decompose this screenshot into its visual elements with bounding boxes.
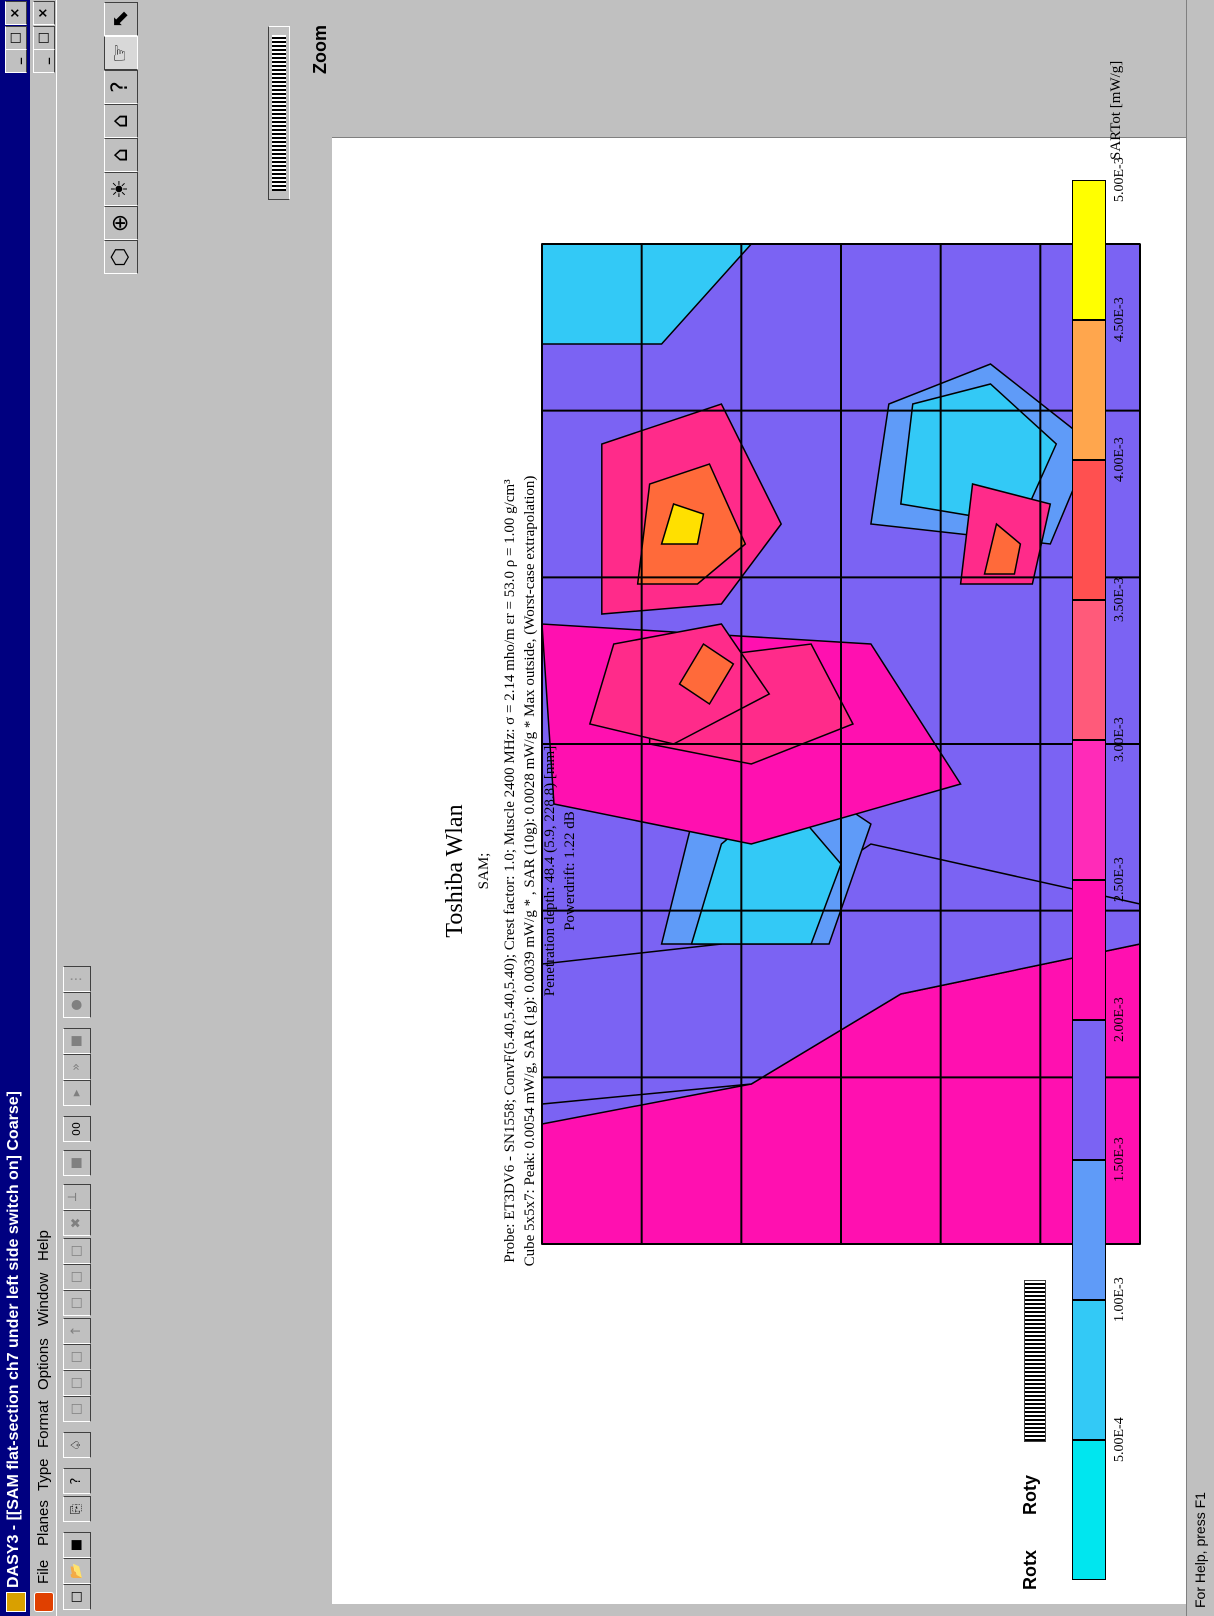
- menu-options[interactable]: Options: [35, 1338, 52, 1390]
- roty-label: Roty: [1020, 1475, 1040, 1515]
- cube-icon[interactable]: ⬡: [104, 240, 138, 274]
- app-icon[interactable]: [6, 1592, 26, 1612]
- crosshair-icon[interactable]: ⊕: [104, 206, 138, 240]
- query-icon[interactable]: ♤: [63, 1432, 91, 1458]
- play-icon[interactable]: ▸: [63, 1080, 91, 1106]
- save-icon[interactable]: ■: [63, 1532, 91, 1558]
- zoom-slider-thumb[interactable]: [272, 35, 286, 191]
- record-icon[interactable]: ●: [63, 992, 91, 1018]
- legend-swatch: [1072, 1020, 1106, 1160]
- legend-unit-label: SARTot [mW/g]: [1108, 60, 1124, 160]
- layer-four-icon[interactable]: □: [63, 1290, 91, 1316]
- menu-file[interactable]: File: [35, 1559, 52, 1584]
- plot-title: Toshiba Wlan: [442, 804, 468, 938]
- fast-forward-icon[interactable]: »: [63, 1054, 91, 1080]
- roty-slider[interactable]: [1024, 1280, 1046, 1442]
- contour-region-top-yellow: [660, 503, 705, 545]
- plot-canvas: Toshiba Wlan SAM; Probe: ET3DV6 - SN1558…: [332, 138, 1186, 1604]
- menu-planes[interactable]: Planes: [35, 1500, 52, 1546]
- layer-three-icon[interactable]: □: [63, 1344, 91, 1370]
- query-icon[interactable]: ?: [104, 70, 138, 104]
- legend-swatch: [1072, 880, 1106, 1020]
- vertical-scrollbar[interactable]: [332, 115, 1186, 138]
- plot-info-penetration: Penetration depth: 48.4 (5.9, 228.8) [mm…: [542, 745, 558, 997]
- menu-format[interactable]: Format: [35, 1400, 52, 1448]
- legend-tick-label: 2.00E-3: [1112, 997, 1127, 1043]
- legend-swatch: [1072, 740, 1106, 880]
- color-legend: [1072, 180, 1106, 1580]
- menu-window[interactable]: Window: [35, 1272, 52, 1326]
- title-bar[interactable]: DASY3 - [[SAM flat-section ch7 under lef…: [0, 0, 30, 1616]
- pointer-arrow-icon[interactable]: ⬉: [104, 2, 138, 36]
- zoom-slider[interactable]: [268, 26, 290, 200]
- plot-info-probe: Probe: ET3DV6 - SN1558; ConvF(5.40,5.40,…: [502, 479, 518, 1263]
- layer-six-icon[interactable]: □: [63, 1238, 91, 1264]
- tree-icon[interactable]: ┴: [63, 1184, 91, 1210]
- legend-tick-label: 1.50E-3: [1112, 1137, 1127, 1183]
- plot-info-powerdrift: Powerdrift: 1.22 dB: [562, 811, 578, 931]
- grid-layer: [541, 243, 1141, 1245]
- print-icon[interactable]: ⎘: [63, 1496, 91, 1522]
- legend-tick-label: 4.00E-3: [1112, 437, 1127, 483]
- legend-swatch: [1072, 1160, 1106, 1300]
- doc-maximize-button[interactable]: □: [33, 26, 55, 50]
- legend-swatch: [1072, 1440, 1106, 1580]
- contour-region-mid-orange: [678, 642, 735, 706]
- contour-region-bottom-orange: [983, 522, 1022, 575]
- layer-two-icon[interactable]: □: [63, 1370, 91, 1396]
- doc-close-button[interactable]: ×: [33, 1, 55, 25]
- house-in-icon[interactable]: ⌂: [104, 104, 138, 138]
- open-file-icon[interactable]: 📂: [63, 1558, 91, 1584]
- legend-tick-label: 5.00E-4: [1112, 1417, 1127, 1463]
- tools-icon[interactable]: ✖: [63, 1210, 91, 1236]
- new-file-icon[interactable]: □: [63, 1584, 91, 1610]
- stop-square-icon[interactable]: ■: [63, 1028, 91, 1054]
- view-tools-panel: ⬡ ⊕ ☀ ⌂ ⌂ ? ☞ ⬉: [100, 0, 336, 600]
- layer-one-icon[interactable]: □: [63, 1396, 91, 1422]
- legend-tick-label: 3.00E-3: [1112, 717, 1127, 763]
- legend-swatch: [1072, 1300, 1106, 1440]
- close-button[interactable]: ×: [5, 1, 27, 25]
- document-icon[interactable]: [34, 1592, 54, 1612]
- legend-swatch: [1072, 600, 1106, 740]
- legend-swatch: [1072, 180, 1106, 320]
- hand-icon[interactable]: ☞: [104, 36, 138, 70]
- menu-type[interactable]: Type: [35, 1458, 52, 1491]
- legend-swatch: [1072, 460, 1106, 600]
- menu-help[interactable]: Help: [35, 1230, 52, 1261]
- main-toolbar: □ 📂 ■ ⎘ ? ♤ □ □ □ ↑ □ □ □ ✖ ┴ ■ 00 ▸ » ■…: [56, 0, 101, 1616]
- plot-subtitle: SAM;: [476, 852, 492, 890]
- layer-five-icon[interactable]: □: [63, 1264, 91, 1290]
- help-icon[interactable]: ?: [63, 1468, 91, 1494]
- menu-bar: File Planes Type Format Options Window H…: [30, 0, 56, 1616]
- legend-tick-label: 4.50E-3: [1112, 297, 1127, 343]
- light-icon[interactable]: ☀: [104, 172, 138, 206]
- status-text: For Help, press F1: [1192, 1492, 1208, 1608]
- window-title: DASY3 - [[SAM flat-section ch7 under lef…: [5, 1091, 22, 1588]
- legend-tick-label: 3.50E-3: [1112, 577, 1127, 623]
- plot-info-cube: Cube 5x5x7: Peak: 0.0054 mW/g, SAR (1g):…: [522, 475, 538, 1267]
- minimize-button[interactable]: _: [5, 49, 27, 73]
- legend-tick-label: 2.50E-3: [1112, 857, 1127, 903]
- arrow-up-icon[interactable]: ↑: [63, 1318, 91, 1344]
- zoom-label: Zoom: [310, 25, 330, 74]
- rotx-label: Rotx: [1020, 1550, 1040, 1590]
- contour-plot: [541, 243, 1141, 1245]
- counter-display[interactable]: 00: [63, 1116, 91, 1142]
- status-bar: For Help, press F1: [1186, 0, 1214, 1616]
- stop-icon[interactable]: ■: [63, 1150, 91, 1176]
- contour-region-left-cyan: [690, 792, 842, 945]
- legend-tick-label: 1.00E-3: [1112, 1277, 1127, 1323]
- legend-swatch: [1072, 320, 1106, 460]
- dots-icon[interactable]: ⋮: [63, 966, 91, 992]
- house-out-icon[interactable]: ⌂: [104, 138, 138, 172]
- doc-minimize-button[interactable]: _: [33, 49, 55, 73]
- maximize-button[interactable]: □: [5, 26, 27, 50]
